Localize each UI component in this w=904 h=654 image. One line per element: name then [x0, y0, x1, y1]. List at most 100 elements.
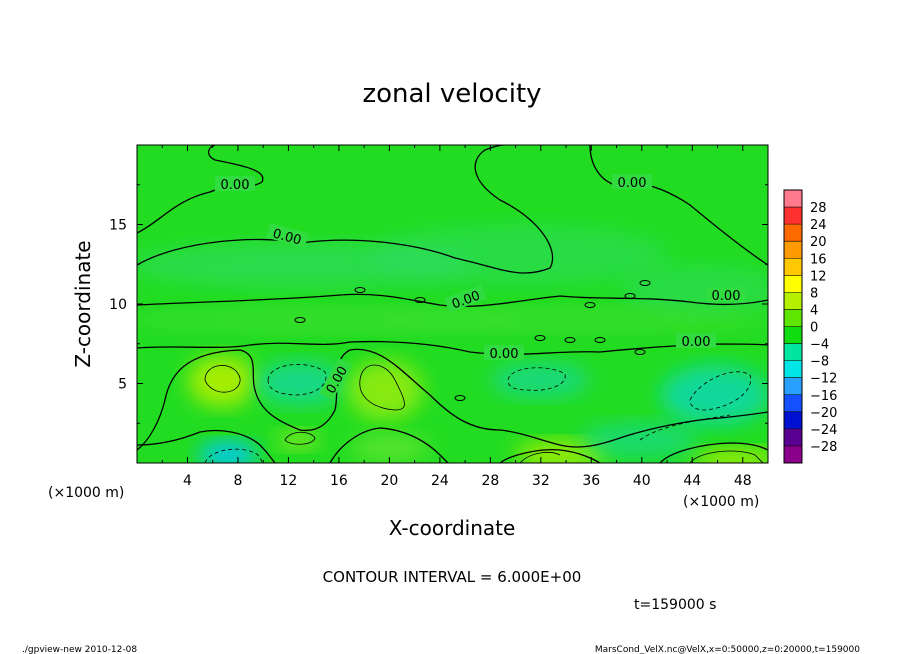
colorbar-segment — [784, 343, 802, 361]
contour-island — [584, 302, 596, 308]
colorbar-label: 28 — [810, 201, 827, 216]
field-patch — [137, 308, 768, 332]
contour-line — [359, 364, 405, 411]
contour-field — [137, 145, 768, 463]
contour-label: 0.00 — [271, 226, 303, 248]
colorbar-segment — [784, 428, 802, 446]
contour-label-bg — [676, 333, 716, 348]
contour-label: 0.00 — [712, 289, 741, 304]
colorbar-label: 0 — [810, 321, 818, 336]
contour-line — [284, 431, 316, 445]
colorbar-label: −20 — [810, 406, 837, 421]
time-label: t=159000 s — [634, 597, 716, 613]
x-tick-label: 24 — [431, 473, 449, 489]
colorbar-label: −28 — [810, 440, 837, 455]
contour-label-bg — [444, 284, 487, 313]
contour-label-bg — [484, 345, 524, 360]
contour-line — [499, 449, 601, 463]
contour-line — [519, 452, 561, 463]
colorbar-label: −16 — [810, 389, 837, 404]
x-tick-label: 12 — [280, 473, 298, 489]
contour-island — [294, 317, 306, 323]
chart-title: zonal velocity — [362, 79, 541, 109]
x-tick-label: 36 — [582, 473, 600, 489]
colorbar-label: −4 — [810, 338, 829, 353]
x-tick-label: 20 — [380, 473, 398, 489]
field-patch — [198, 441, 258, 463]
contour-island — [454, 395, 466, 401]
colorbar-label: 16 — [810, 252, 827, 267]
y-tick-label: 5 — [118, 377, 127, 393]
contour-line — [137, 429, 276, 463]
contour-line — [689, 450, 764, 463]
field-patch — [370, 225, 670, 285]
colorbar-label: 12 — [810, 269, 827, 284]
contour-label-bg — [706, 287, 746, 302]
contour-line — [659, 442, 768, 463]
footer-right: MarsCond_VelX.nc@VelX,x=0:50000,z=0:2000… — [595, 645, 860, 654]
field-patch — [350, 434, 430, 462]
footer-left: ./gpview-new 2010-12-08 — [22, 645, 137, 654]
contour-label-bg — [266, 223, 309, 248]
colorbar-label: 20 — [810, 235, 827, 250]
contour-label-bg — [612, 174, 652, 189]
colorbar-label: 8 — [810, 286, 818, 301]
contour-island — [639, 280, 651, 286]
colorbar-segment — [784, 224, 802, 242]
field-patch — [690, 448, 768, 463]
colorbar-segment — [784, 377, 802, 395]
colorbar-label: −24 — [810, 423, 837, 438]
contour-line — [589, 145, 768, 266]
contour-label: 0.00 — [221, 178, 250, 193]
colorbar-segment — [784, 360, 802, 378]
colorbar-segment — [784, 292, 802, 310]
field-patch — [276, 430, 320, 450]
y-tick-label: 15 — [109, 218, 127, 234]
y-axis-label: Z-coordinate — [71, 240, 95, 367]
contour-line-negative — [507, 367, 566, 391]
contour-line — [204, 365, 241, 393]
contour-line-negative — [639, 414, 731, 441]
y-axis-unit: (×1000 m) — [48, 485, 124, 501]
contour-island — [414, 297, 426, 303]
x-axis-label: X-coordinate — [389, 516, 516, 540]
field-patch — [490, 362, 590, 398]
x-tick-label: 16 — [330, 473, 348, 489]
colorbar-label: −12 — [810, 372, 837, 387]
contour-island — [634, 349, 646, 355]
colorbar-label: 4 — [810, 303, 818, 318]
colorbar-segment — [784, 309, 802, 327]
colorbar-label: −8 — [810, 355, 829, 370]
contour-label-bg — [319, 358, 353, 401]
contour-label: 0.00 — [618, 176, 647, 191]
contour-island — [354, 287, 366, 293]
field-patch — [515, 440, 605, 463]
x-tick-label: 40 — [633, 473, 651, 489]
contour-island — [534, 335, 546, 341]
colorbar-segment — [784, 190, 802, 208]
colorbar-label: 24 — [810, 218, 827, 233]
field-patch — [660, 365, 768, 425]
field-patch — [347, 360, 423, 420]
colorbar-segment — [784, 275, 802, 293]
y-tick-label: 10 — [109, 297, 127, 313]
colorbar-segment — [784, 411, 802, 429]
x-tick-label: 28 — [481, 473, 499, 489]
field-patch — [620, 265, 768, 315]
contour-interval-text: CONTOUR INTERVAL = 6.000E+00 — [323, 568, 582, 586]
x-tick-label: 4 — [183, 473, 192, 489]
colorbar-segment — [784, 394, 802, 412]
colorbar-segment — [784, 241, 802, 259]
contour-line — [329, 427, 449, 463]
contour-island — [564, 337, 576, 343]
contour-line — [137, 348, 768, 451]
colorbar-segment — [784, 258, 802, 276]
contour-line — [137, 145, 264, 234]
x-tick-label: 48 — [734, 473, 752, 489]
contour-line-negative — [689, 371, 751, 411]
x-axis-unit: (×1000 m) — [683, 494, 759, 510]
contour-label: 0.00 — [490, 347, 519, 362]
contour-label-bg — [215, 176, 255, 191]
contour-island — [594, 337, 606, 343]
colorbar-segment — [784, 207, 802, 225]
